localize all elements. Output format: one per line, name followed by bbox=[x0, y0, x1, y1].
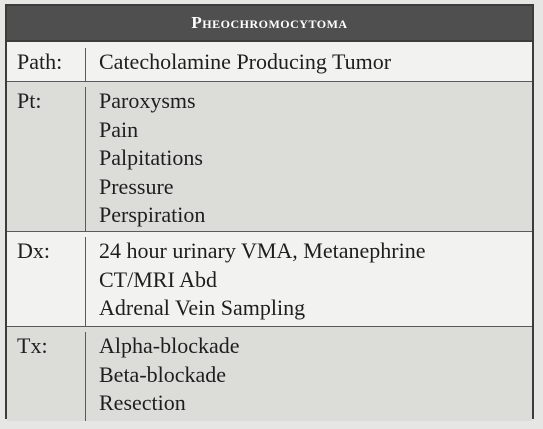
row-items: Paroxysms Pain Palpitations Pressure Per… bbox=[86, 87, 532, 231]
row-label-text: Path: bbox=[17, 49, 63, 74]
row-label-text: Tx: bbox=[17, 333, 48, 358]
row-item: Pressure bbox=[99, 173, 174, 199]
row-item: Paroxysms bbox=[99, 88, 196, 113]
row-item: Adrenal Vein Sampling bbox=[99, 295, 306, 320]
row-label: Tx: bbox=[7, 332, 86, 421]
row-item: Perspiration bbox=[99, 202, 206, 227]
row-item: Palpitations bbox=[99, 145, 203, 170]
row-label-text: Pt: bbox=[17, 88, 42, 113]
row-item: Pain bbox=[99, 116, 139, 142]
row-label: Path: bbox=[7, 48, 86, 81]
row-pt: Pt: Paroxysms Pain Palpitations Pressure… bbox=[7, 82, 532, 232]
row-label-text: Dx: bbox=[17, 238, 50, 263]
row-path: Path: Catecholamine Producing Tumor bbox=[7, 42, 532, 82]
card-title-text: Pheochromocytoma bbox=[191, 13, 348, 32]
row-item: Alpha-blockade bbox=[99, 333, 240, 358]
card-title: Pheochromocytoma bbox=[7, 6, 532, 42]
info-card: Pheochromocytoma Path: Catecholamine Pro… bbox=[5, 4, 534, 421]
row-item: 24 hour urinary VMA, Metanephrine bbox=[99, 238, 426, 263]
row-item: CT/MRI Abd bbox=[99, 266, 217, 292]
row-item: Resection bbox=[99, 390, 186, 415]
row-item: Catecholamine Producing Tumor bbox=[99, 49, 392, 74]
row-item: Beta-blockade bbox=[99, 361, 227, 387]
row-label: Dx: bbox=[7, 237, 86, 326]
row-dx: Dx: 24 hour urinary VMA, Metanephrine CT… bbox=[7, 232, 532, 327]
row-items: Alpha-blockade Beta-blockade Resection bbox=[86, 332, 532, 421]
row-items: Catecholamine Producing Tumor bbox=[86, 48, 532, 81]
row-label: Pt: bbox=[7, 87, 86, 231]
row-items: 24 hour urinary VMA, Metanephrine CT/MRI… bbox=[86, 237, 532, 326]
row-tx: Tx: Alpha-blockade Beta-blockade Resecti… bbox=[7, 327, 532, 421]
